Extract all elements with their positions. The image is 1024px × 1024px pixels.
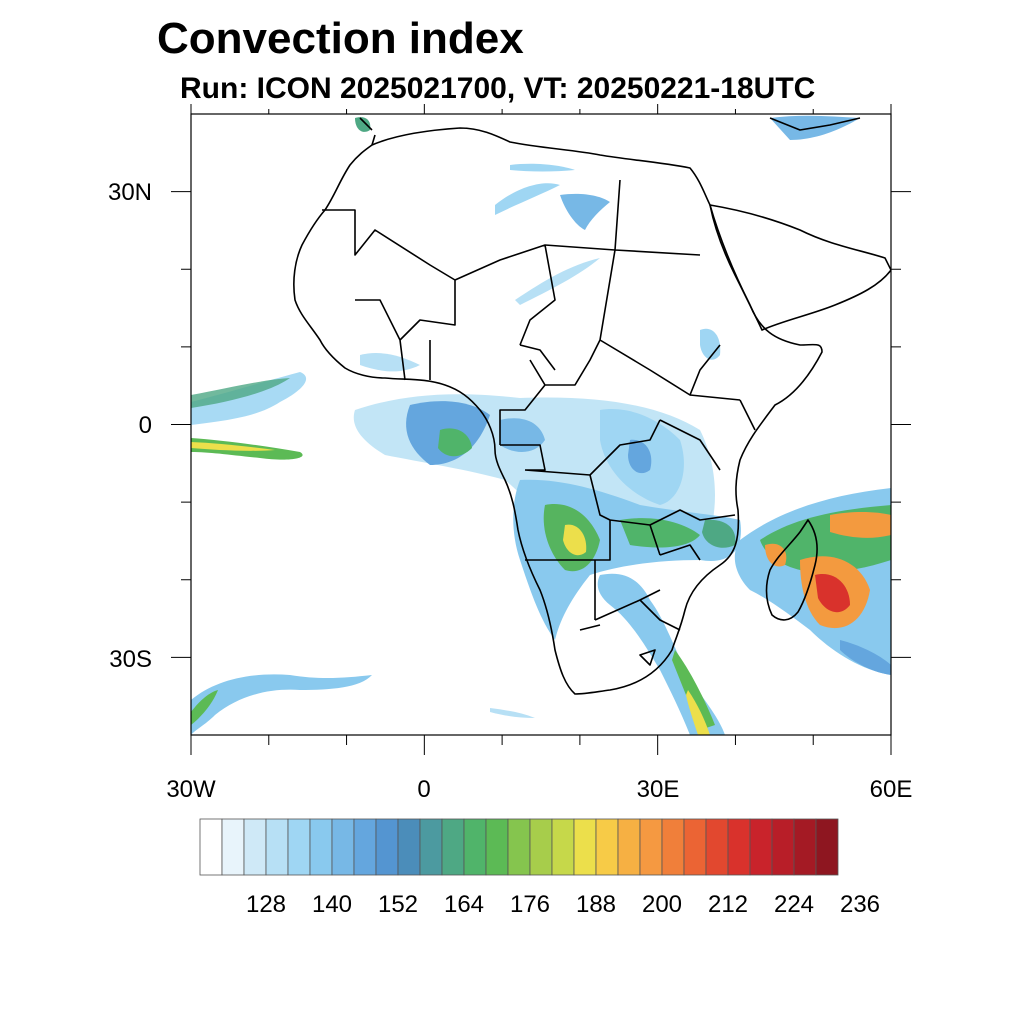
colorbar-box — [551, 818, 575, 876]
lat-label-0: 0 — [139, 412, 152, 439]
colorbar-box — [353, 818, 377, 876]
colorbar-box — [793, 818, 817, 876]
colorbar-label: 164 — [444, 891, 484, 918]
colorbar-box — [573, 818, 597, 876]
colorbar-box — [727, 818, 751, 876]
colorbar-box — [463, 818, 487, 876]
lon-label-0: 0 — [417, 776, 430, 803]
colorbar-box — [199, 818, 223, 876]
colorbar-box — [243, 818, 267, 876]
country-borders — [322, 179, 756, 666]
africa-coastline — [293, 127, 823, 695]
field-atlantic-band — [191, 372, 307, 425]
lon-label-60e: 60E — [870, 776, 913, 803]
map-title: Convection index — [157, 14, 524, 63]
colorbar-box — [441, 818, 465, 876]
colorbar-box — [375, 818, 399, 876]
lon-label-30w: 30W — [166, 776, 216, 803]
colorbar: 128 140 152 164 176 188 200 212 224 236 — [199, 818, 880, 918]
lon-axis-labels: 30W 0 30E 60E — [166, 776, 912, 803]
colorbar-box — [309, 818, 333, 876]
colorbar-label: 140 — [312, 891, 352, 918]
lat-label-30s: 30S — [109, 646, 152, 673]
colorbar-label: 236 — [840, 891, 880, 918]
colorbar-box — [419, 818, 443, 876]
colorbar-label: 200 — [642, 891, 682, 918]
lon-label-30e: 30E — [637, 776, 680, 803]
colorbar-label: 176 — [510, 891, 550, 918]
lat-axis-labels: 30N 0 30S — [108, 179, 152, 673]
colorbar-box — [639, 818, 663, 876]
colorbar-box — [397, 818, 421, 876]
colorbar-box — [749, 818, 773, 876]
colorbar-label: 188 — [576, 891, 616, 918]
colorbar-label: 224 — [774, 891, 814, 918]
colorbar-box — [287, 818, 311, 876]
colorbar-box — [595, 818, 619, 876]
lat-label-30n: 30N — [108, 179, 152, 206]
colorbar-label: 152 — [378, 891, 418, 918]
colorbar-box — [683, 818, 707, 876]
colorbar-box — [815, 818, 839, 876]
madagascar-outline — [765, 519, 818, 621]
colorbar-label: 128 — [246, 891, 286, 918]
colorbar-box — [485, 818, 509, 876]
colorbar-box — [661, 818, 685, 876]
colorbar-box — [331, 818, 355, 876]
field-south-atlantic — [191, 674, 372, 735]
coastlines-borders — [293, 117, 891, 695]
colorbar-label: 212 — [708, 891, 748, 918]
colorbar-box — [771, 818, 795, 876]
colorbar-box — [529, 818, 553, 876]
map-subtitle: Run: ICON 2025021700, VT: 20250221-18UTC — [180, 72, 816, 105]
colorbar-box — [265, 818, 289, 876]
arabia-outline — [709, 204, 891, 331]
colorbar-box — [507, 818, 531, 876]
colorbar-box — [221, 818, 245, 876]
colorbar-box — [705, 818, 729, 876]
colorbar-box — [617, 818, 641, 876]
field-sahara-streak — [495, 183, 560, 215]
map-ticks — [171, 104, 911, 755]
convection-field — [191, 115, 891, 735]
